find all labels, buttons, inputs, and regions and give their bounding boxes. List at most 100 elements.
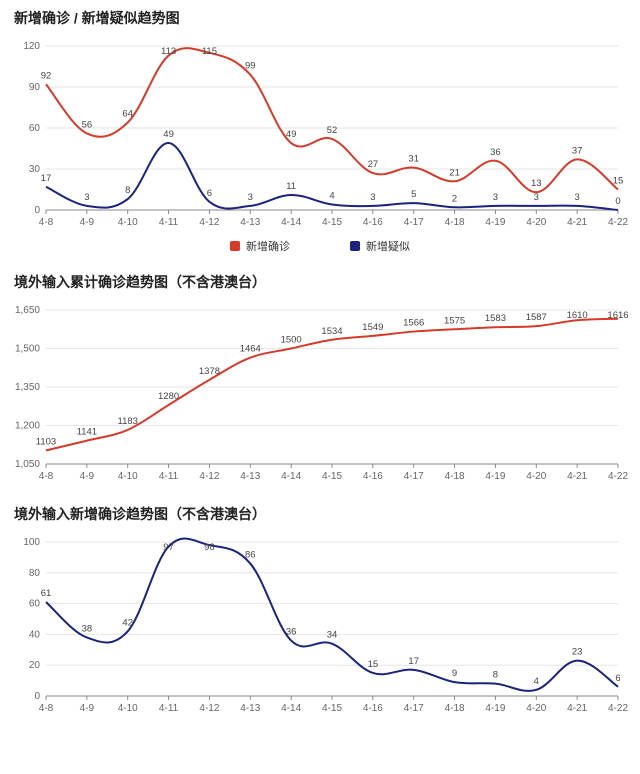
svg-text:4-8: 4-8	[39, 703, 54, 714]
svg-text:4-8: 4-8	[39, 471, 54, 482]
value-label: 1141	[77, 427, 97, 438]
svg-text:1,050: 1,050	[15, 459, 40, 470]
value-label: 21	[449, 167, 460, 178]
svg-text:4-18: 4-18	[445, 217, 465, 228]
svg-text:4-12: 4-12	[199, 703, 219, 714]
svg-text:4-13: 4-13	[240, 703, 260, 714]
series-line	[46, 538, 618, 690]
value-label: 1610	[567, 310, 588, 321]
svg-text:80: 80	[29, 568, 41, 579]
value-label: 1566	[403, 318, 424, 329]
value-label: 3	[248, 192, 253, 203]
svg-text:4-13: 4-13	[240, 217, 260, 228]
value-label: 34	[327, 630, 338, 641]
chart-svg: 1,0501,2001,3501,5001,6504-84-94-104-114…	[12, 296, 628, 486]
square-icon	[350, 241, 360, 251]
svg-text:4-21: 4-21	[567, 703, 587, 714]
value-label: 23	[572, 647, 583, 658]
legend-item-confirmed: 新增确诊	[230, 238, 290, 254]
value-label: 15	[613, 176, 624, 187]
value-label: 8	[125, 185, 130, 196]
value-label: 61	[41, 588, 52, 599]
value-label: 1534	[321, 326, 342, 337]
svg-text:4-9: 4-9	[80, 471, 95, 482]
svg-text:4-12: 4-12	[199, 217, 219, 228]
svg-text:4-17: 4-17	[404, 217, 424, 228]
value-label: 115	[202, 46, 217, 57]
value-label: 1575	[444, 315, 465, 326]
svg-text:4-10: 4-10	[118, 217, 138, 228]
chart3-canvas: 0204060801004-84-94-104-114-124-134-144-…	[12, 528, 628, 718]
svg-text:1,200: 1,200	[15, 421, 40, 432]
value-label: 9	[452, 668, 457, 679]
value-label: 49	[163, 129, 174, 140]
svg-text:20: 20	[29, 660, 41, 671]
chart-svg: 0204060801004-84-94-104-114-124-134-144-…	[12, 528, 628, 718]
value-label: 99	[245, 61, 256, 72]
value-label: 5	[411, 189, 416, 200]
value-label: 37	[572, 145, 583, 156]
square-icon	[230, 241, 240, 251]
value-label: 1500	[281, 335, 302, 346]
value-label: 13	[531, 178, 542, 189]
value-label: 15	[368, 659, 379, 670]
svg-text:60: 60	[29, 123, 41, 134]
value-label: 1280	[158, 391, 179, 402]
value-label: 17	[408, 656, 419, 667]
value-label: 64	[122, 109, 133, 120]
value-label: 6	[615, 673, 620, 684]
svg-text:4-11: 4-11	[159, 703, 179, 714]
svg-text:120: 120	[23, 41, 40, 52]
svg-text:4-9: 4-9	[80, 217, 95, 228]
svg-text:4-10: 4-10	[118, 703, 138, 714]
chart1-legend: 新增确诊 新增疑似	[12, 232, 628, 254]
value-label: 6	[207, 188, 212, 199]
svg-text:4-11: 4-11	[159, 471, 179, 482]
value-label: 1583	[485, 313, 506, 324]
svg-text:4-15: 4-15	[322, 217, 342, 228]
svg-text:1,350: 1,350	[15, 382, 40, 393]
chart1-title: 新增确诊 / 新增疑似趋势图	[14, 8, 628, 28]
svg-text:4-22: 4-22	[608, 471, 628, 482]
value-label: 36	[490, 147, 501, 158]
value-label: 27	[368, 159, 379, 170]
svg-text:4-16: 4-16	[363, 703, 383, 714]
value-label: 11	[286, 181, 296, 192]
value-label: 1378	[199, 366, 220, 377]
svg-text:1,500: 1,500	[15, 344, 40, 355]
value-label: 3	[574, 192, 579, 203]
value-label: 52	[327, 125, 338, 136]
chart3-title: 境外输入新增确诊趋势图（不含港澳台）	[14, 504, 628, 524]
svg-text:60: 60	[29, 599, 41, 610]
svg-text:4-21: 4-21	[567, 217, 587, 228]
svg-text:4-9: 4-9	[80, 703, 95, 714]
value-label: 4	[534, 676, 539, 687]
value-label: 36	[286, 627, 297, 638]
series-line	[46, 48, 618, 192]
svg-text:30: 30	[29, 164, 41, 175]
value-label: 3	[370, 192, 375, 203]
svg-text:4-13: 4-13	[240, 471, 260, 482]
value-label: 1103	[36, 436, 56, 447]
value-label: 3	[534, 192, 539, 203]
value-label: 8	[493, 670, 498, 681]
value-label: 17	[41, 173, 52, 184]
svg-text:4-20: 4-20	[526, 471, 546, 482]
svg-text:0: 0	[34, 691, 40, 702]
chart1-canvas: 03060901204-84-94-104-114-124-134-144-15…	[12, 32, 628, 232]
svg-text:4-20: 4-20	[526, 217, 546, 228]
chart-svg: 03060901204-84-94-104-114-124-134-144-15…	[12, 32, 628, 232]
svg-text:40: 40	[29, 629, 41, 640]
series-line	[46, 319, 618, 451]
svg-text:4-22: 4-22	[608, 217, 628, 228]
value-label: 1464	[240, 344, 261, 355]
value-label: 113	[161, 46, 176, 57]
svg-text:4-12: 4-12	[199, 471, 219, 482]
svg-text:4-11: 4-11	[159, 217, 179, 228]
value-label: 3	[84, 192, 89, 203]
svg-text:1,650: 1,650	[15, 305, 40, 316]
legend-label: 新增疑似	[366, 238, 410, 254]
svg-text:4-15: 4-15	[322, 703, 342, 714]
value-label: 0	[615, 196, 620, 207]
svg-text:4-14: 4-14	[281, 471, 301, 482]
